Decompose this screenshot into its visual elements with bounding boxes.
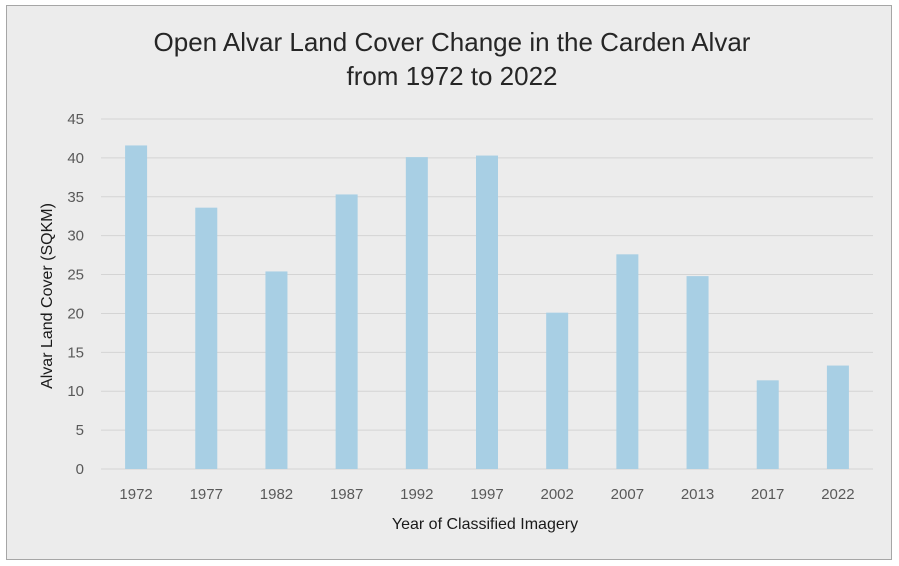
bar-1997	[476, 155, 498, 470]
bar-2007	[616, 254, 639, 469]
x-tick-label: 1997	[470, 486, 503, 503]
x-tick-label: 2022	[821, 486, 854, 503]
x-tick-label: 1992	[400, 486, 433, 503]
y-tick-label: 20	[67, 305, 84, 322]
chart-title: Open Alvar Land Cover Change in the Card…	[154, 27, 751, 91]
x-tick-label: 2017	[751, 486, 784, 503]
y-axis-title: Alvar Land Cover (SQKM)	[39, 203, 56, 389]
chart-title-line-1: Open Alvar Land Cover Change in the Card…	[154, 27, 751, 57]
y-tick-label: 30	[67, 228, 84, 245]
x-tick-label: 2002	[540, 486, 573, 503]
bar-chart: Open Alvar Land Cover Change in the Card…	[39, 27, 873, 533]
bar-1972	[125, 145, 148, 469]
bar-2002	[546, 312, 569, 469]
x-axis-ticks: 1972 1977 1982 1987 1992 1997 2002 2007 2013 2017…	[119, 486, 854, 503]
chart-frame: Open Alvar Land Cover Change in the Card…	[6, 5, 892, 560]
x-tick-label: 2007	[611, 486, 644, 503]
x-axis-title: Year of Classified Imagery	[392, 516, 578, 533]
y-tick-label: 45	[67, 111, 84, 128]
bars	[125, 145, 849, 470]
y-tick-label: 25	[67, 267, 84, 284]
y-axis-ticks: 0 5 10 15 20 25 30 35 40 45	[67, 111, 84, 478]
y-tick-label: 0	[76, 461, 84, 478]
y-tick-label: 10	[67, 383, 84, 400]
x-tick-label: 2013	[681, 486, 714, 503]
x-tick-label: 1987	[330, 486, 363, 503]
bar-1987	[335, 194, 358, 469]
bar-1982	[265, 271, 288, 469]
y-tick-label: 40	[67, 150, 84, 167]
y-tick-label: 35	[67, 189, 84, 206]
bar-2017	[756, 380, 779, 469]
y-tick-label: 15	[67, 344, 84, 361]
bar-2013	[686, 276, 709, 469]
bar-1977	[195, 207, 218, 469]
x-tick-label: 1972	[119, 486, 152, 503]
chart-title-line-2: from 1972 to 2022	[346, 61, 557, 91]
x-tick-label: 1982	[260, 486, 293, 503]
y-tick-label: 5	[76, 422, 84, 439]
bar-2022	[826, 365, 849, 469]
bar-1992	[405, 157, 428, 469]
x-tick-label: 1977	[190, 486, 223, 503]
